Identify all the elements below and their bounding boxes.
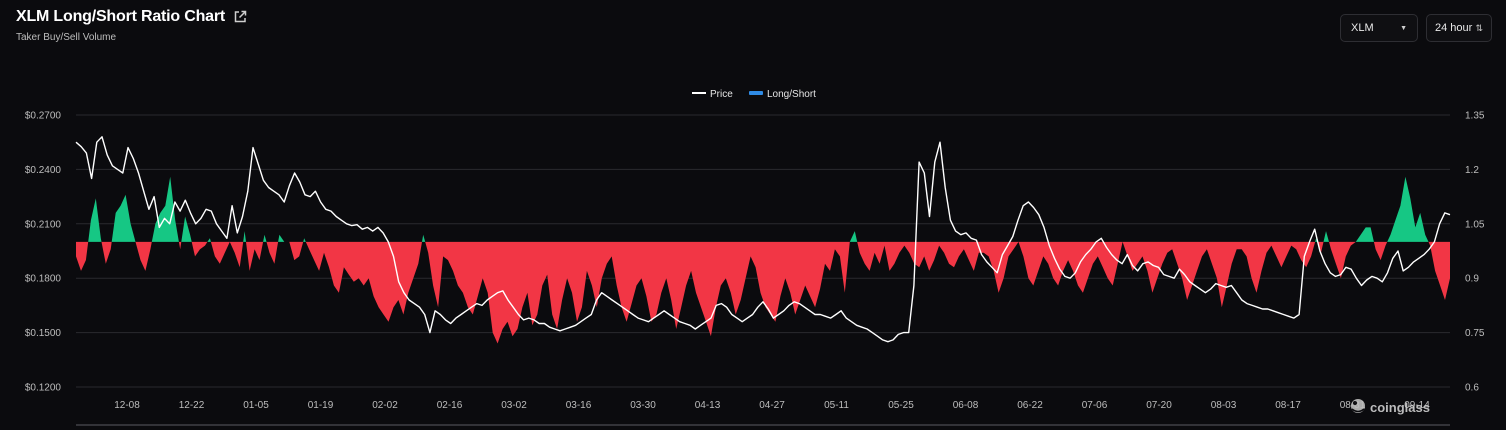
legend-long-short-label[interactable]: Long/Short	[767, 89, 816, 100]
x-tick-label: 07-20	[1146, 400, 1172, 411]
left-axis-ticks: $0.2700 $0.2400 $0.2100 $0.1800 $0.1500 $0.12…	[25, 111, 62, 394]
x-tick-label: 04-13	[695, 400, 721, 411]
x-tick-label: 01-19	[308, 400, 334, 411]
x-axis-ticks: 12-08 12-22 01-05 01-19 02-02 02-16 03-02 03-16…	[114, 400, 1430, 411]
chart-legend: Price Long/Short	[692, 89, 816, 100]
legend-price-label[interactable]: Price	[710, 89, 733, 100]
x-tick-label: 12-22	[179, 400, 205, 411]
y-right-tick-label: 1.35	[1465, 111, 1485, 122]
coinglass-logo-icon	[1351, 399, 1365, 413]
x-axis-scroll-bar[interactable]	[76, 424, 1450, 426]
y-right-tick-label: 0.9	[1465, 274, 1479, 285]
watermark: coinglass	[1351, 399, 1430, 415]
interval-select[interactable]: 24 hour ⇅	[1426, 14, 1492, 42]
coin-select[interactable]: XLM ▼	[1340, 14, 1418, 42]
x-tick-label: 08-03	[1211, 400, 1237, 411]
price-line	[75, 136, 1451, 343]
sort-arrows-icon: ⇅	[1475, 22, 1483, 33]
y-right-tick-label: 1.2	[1465, 165, 1479, 176]
x-tick-label: 03-30	[630, 400, 656, 411]
x-tick-label: 09-14	[1404, 400, 1430, 411]
x-tick-label: 06-08	[953, 400, 979, 411]
y-left-tick-label: $0.2100	[25, 219, 62, 230]
y-left-tick-label: $0.1200	[25, 383, 62, 394]
chart-title: XLM Long/Short Ratio Chart	[16, 8, 226, 25]
x-tick-label: 02-16	[437, 400, 463, 411]
legend-long-short-swatch	[749, 91, 763, 95]
x-tick-label: 08-17	[1275, 400, 1301, 411]
x-tick-label: 04-27	[759, 400, 785, 411]
chevron-down-icon: ▼	[1400, 24, 1407, 32]
long-short-negative-area	[76, 241, 1450, 344]
y-right-tick-label: 0.75	[1465, 328, 1485, 339]
coin-select-value: XLM	[1351, 22, 1374, 34]
y-left-tick-label: $0.2400	[25, 165, 62, 176]
y-right-tick-label: 1.05	[1465, 219, 1485, 230]
y-right-tick-label: 0.6	[1465, 383, 1479, 394]
x-tick-label: 05-11	[824, 400, 849, 411]
title-row: XLM Long/Short Ratio Chart	[16, 8, 247, 26]
chart-controls: XLM ▼ 24 hour ⇅	[1340, 14, 1492, 42]
x-tick-label: 03-02	[501, 400, 527, 411]
right-axis-ticks: 1.35 1.2 1.05 0.9 0.75 0.6	[1465, 111, 1485, 394]
x-tick-label: 05-25	[888, 400, 914, 411]
long-short-area	[76, 176, 1450, 344]
chart-subtitle: Taker Buy/Sell Volume	[16, 32, 117, 43]
watermark-text: coinglass	[1370, 400, 1430, 415]
external-link-icon[interactable]	[233, 10, 247, 24]
y-left-tick-label: $0.1800	[25, 274, 62, 285]
interval-select-value: 24 hour	[1435, 22, 1473, 34]
long-short-positive-area	[76, 176, 1450, 242]
price-series-line	[75, 136, 1451, 343]
x-tick-label: 02-02	[372, 400, 398, 411]
x-tick-label: 06-22	[1017, 400, 1043, 411]
x-tick-label: 01-05	[243, 400, 269, 411]
x-tick-label: 03-16	[566, 400, 592, 411]
x-tick-label: 07-06	[1082, 400, 1108, 411]
y-left-tick-label: $0.2700	[25, 111, 62, 122]
chart-header: XLM Long/Short Ratio Chart Taker Buy/Sel…	[16, 8, 247, 43]
y-left-tick-label: $0.1500	[25, 328, 62, 339]
x-tick-label: 12-08	[114, 400, 140, 411]
